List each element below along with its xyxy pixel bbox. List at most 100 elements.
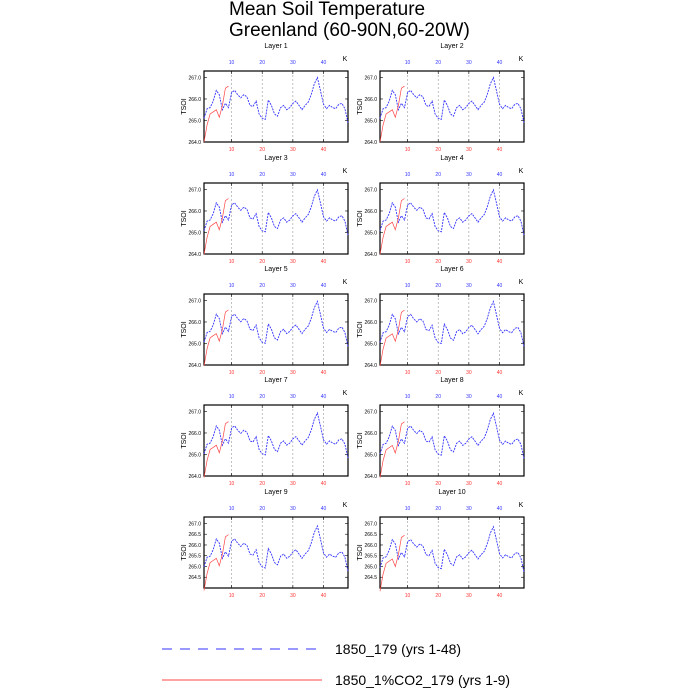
bottom-tick-label: 20 — [259, 370, 265, 376]
top-tick-label: 30 — [290, 394, 296, 400]
legend-label-1pctco2: 1850_1%CO2_179 (yrs 1-9) — [335, 672, 510, 688]
top-tick-label: 30 — [466, 394, 472, 400]
series-1850-179-line — [379, 300, 525, 347]
top-tick-label: 20 — [435, 172, 441, 178]
top-tick-label: 40 — [321, 172, 327, 178]
y-tick-label: 265.0 — [364, 118, 377, 124]
top-tick-label: 10 — [405, 60, 411, 66]
unit-label: K — [519, 56, 524, 63]
plot-frame — [379, 516, 525, 589]
figure-title-line2: Greenland (60-90N,60-20W) — [229, 20, 470, 41]
bottom-tick-label: 20 — [259, 259, 265, 265]
top-tick-label: 20 — [435, 394, 441, 400]
series-1850-179-line — [203, 524, 349, 572]
bottom-tick-label: 20 — [435, 593, 441, 599]
panel-title: Layer 10 — [438, 489, 465, 496]
top-tick-label: 40 — [321, 394, 327, 400]
plot-frame — [379, 182, 525, 255]
bottom-tick-label: 40 — [497, 147, 503, 153]
y-tick-label: 266.0 — [188, 431, 201, 437]
y-axis-label: TSOI — [357, 432, 364, 448]
panel-title: Layer 6 — [440, 266, 463, 273]
y-tick-label: 265.0 — [188, 564, 201, 570]
top-tick-label: 10 — [405, 394, 411, 400]
y-axis-label: TSOI — [357, 98, 364, 114]
y-tick-label: 266.5 — [188, 532, 201, 538]
bottom-tick-label: 30 — [290, 147, 296, 153]
bottom-tick-label: 30 — [290, 481, 296, 487]
panel-5: Layer 5 K TSOI 10 20 30 40 10 20 30 40 264.0 265.0 26… — [181, 266, 349, 376]
bottom-tick-label: 40 — [321, 370, 327, 376]
bottom-tick-label: 40 — [321, 147, 327, 153]
top-tick-label: 30 — [290, 283, 296, 289]
unit-label: K — [519, 279, 524, 286]
y-axis-label: TSOI — [357, 210, 364, 226]
top-tick-label: 20 — [259, 394, 265, 400]
bottom-tick-label: 30 — [290, 370, 296, 376]
bottom-tick-label: 30 — [466, 259, 472, 265]
top-tick-label: 10 — [405, 283, 411, 289]
panel-4: Layer 4 K TSOI 10 20 30 40 10 20 30 40 264.0 265.0 26… — [357, 155, 525, 265]
y-tick-label: 267.0 — [188, 187, 201, 193]
top-tick-label: 40 — [497, 283, 503, 289]
series-1pctco2-line — [379, 421, 405, 478]
y-tick-label: 267.0 — [188, 298, 201, 304]
series-1pctco2-line — [203, 85, 229, 143]
y-tick-label: 265.0 — [364, 564, 377, 570]
bottom-tick-label: 20 — [435, 147, 441, 153]
y-axis-label: TSOI — [357, 321, 364, 337]
unit-label: K — [343, 56, 348, 63]
top-tick-label: 10 — [229, 283, 235, 289]
unit-label: K — [519, 502, 524, 509]
y-tick-label: 266.0 — [364, 431, 377, 437]
y-tick-label: 264.0 — [364, 140, 377, 146]
y-axis-label: TSOI — [181, 432, 188, 448]
bottom-tick-label: 20 — [259, 593, 265, 599]
panel-title: Layer 9 — [264, 489, 287, 496]
bottom-tick-label: 10 — [229, 481, 235, 487]
series-1pctco2-line — [379, 309, 405, 367]
y-tick-label: 266.0 — [364, 320, 377, 326]
plot-frame — [203, 70, 349, 143]
y-axis-label: TSOI — [357, 544, 364, 560]
y-tick-label: 264.5 — [188, 575, 201, 581]
y-tick-label: 267.0 — [364, 75, 377, 81]
y-axis-label: TSOI — [181, 210, 188, 226]
bottom-tick-label: 10 — [405, 370, 411, 376]
top-tick-label: 10 — [405, 506, 411, 512]
y-tick-label: 264.0 — [188, 252, 201, 258]
top-tick-label: 30 — [290, 172, 296, 178]
y-tick-label: 266.0 — [364, 543, 377, 549]
bottom-tick-label: 20 — [435, 370, 441, 376]
y-tick-label: 264.0 — [364, 363, 377, 369]
bottom-tick-label: 20 — [259, 481, 265, 487]
plot-frame — [203, 516, 349, 589]
series-1pctco2-line — [203, 198, 229, 255]
unit-label: K — [343, 168, 348, 175]
top-tick-label: 20 — [435, 60, 441, 66]
y-tick-label: 264.0 — [188, 474, 201, 480]
top-tick-label: 10 — [229, 394, 235, 400]
top-tick-label: 30 — [290, 60, 296, 66]
y-tick-label: 265.0 — [364, 341, 377, 347]
panel-2: Layer 2 K TSOI 10 20 30 40 10 20 30 40 264.0 265.0 26… — [357, 43, 525, 153]
series-1850-179-line — [379, 525, 525, 572]
bottom-tick-label: 40 — [497, 259, 503, 265]
y-tick-label: 266.0 — [188, 209, 201, 215]
top-tick-label: 30 — [466, 172, 472, 178]
panel-title: Layer 5 — [264, 266, 287, 273]
top-tick-label: 40 — [497, 394, 503, 400]
plot-frame — [203, 182, 349, 255]
panel-title: Layer 3 — [264, 155, 287, 162]
y-tick-label: 267.0 — [364, 298, 377, 304]
y-tick-label: 264.0 — [188, 363, 201, 369]
panel-3: Layer 3 K TSOI 10 20 30 40 10 20 30 40 264.0 265.0 26… — [181, 155, 349, 265]
plot-frame — [203, 293, 349, 366]
bottom-tick-label: 20 — [435, 481, 441, 487]
y-tick-label: 266.0 — [364, 97, 377, 103]
panel-title: Layer 8 — [440, 377, 463, 384]
plot-frame — [379, 404, 525, 477]
bottom-tick-label: 40 — [321, 481, 327, 487]
legend: 1850_179 (yrs 1-48) 1850_1%CO2_179 (yrs 1… — [162, 641, 510, 688]
